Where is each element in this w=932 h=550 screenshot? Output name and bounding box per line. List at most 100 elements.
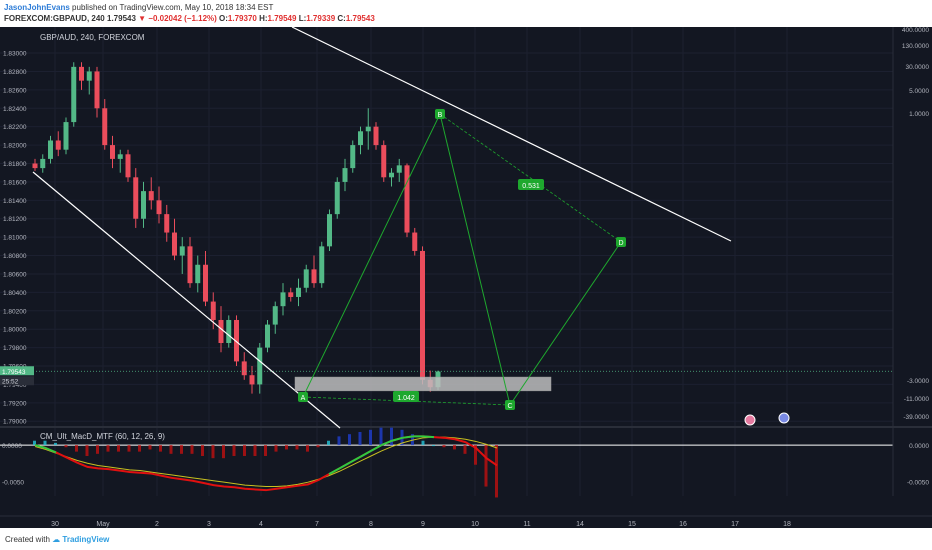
candle-body[interactable] [110,145,115,159]
candle-body[interactable] [272,306,278,325]
pattern-point-a[interactable] [298,392,308,402]
candle-body[interactable] [358,131,363,146]
candle-body[interactable] [40,158,46,169]
candles[interactable] [32,62,441,394]
macd-histogram-bar [243,445,246,456]
macd-histogram-bar [106,445,110,452]
candle-body[interactable] [125,154,131,178]
time-tick-label: 15 [628,521,636,528]
close-label: C: [337,14,346,23]
macd-histogram-bar [43,440,47,446]
candle-body[interactable] [280,292,286,307]
pattern-point-c[interactable] [505,400,515,410]
candle-body[interactable] [396,165,402,173]
candle-body[interactable] [257,347,263,385]
candle-body[interactable] [148,191,154,201]
candle-body[interactable] [179,246,185,256]
indicator-title: CM_Ult_MacD_MTF (60, 12, 26, 9) [40,432,165,441]
price-tick-label: 1.79800 [3,345,27,352]
candle-body[interactable] [296,287,301,297]
macd-pane[interactable] [0,427,893,498]
candle-body[interactable] [265,324,270,348]
time-tick-label: 7 [315,521,319,528]
price-change: ▼ −0.02042 (−1.12%) [138,14,217,23]
price-tick-label: 1.82000 [3,143,27,150]
author-name[interactable]: JasonJohnEvans [4,3,70,12]
symbol-line: FOREXCOM:GBPAUD, 240 1.79543 ▼ −0.02042 … [4,14,375,23]
axes[interactable]: 400.0000130.000030.00005.00001.0000-3.00… [0,27,932,528]
candle-body[interactable] [218,319,224,343]
candle-body[interactable] [210,301,216,320]
macd-line-green [402,435,414,439]
pane-title: GBP/AUD, 240, FOREXCOM [40,33,145,42]
macd-histogram-bar [495,445,498,498]
macd-line-green [45,447,57,454]
candle-body[interactable] [102,108,108,146]
lower-trendline[interactable] [32,171,341,429]
candle-body[interactable] [342,168,348,182]
candle-body[interactable] [420,250,425,380]
macd-histogram-bar [379,427,383,446]
candle-body[interactable] [249,375,255,385]
candle-body[interactable] [288,292,294,297]
macd-histogram-bar [463,445,467,454]
candle-body[interactable] [226,319,232,343]
price-tick-label: 1.80200 [3,308,27,315]
candle-body[interactable] [55,140,61,150]
macd-line-green [34,444,46,449]
pattern-point-label: B [438,112,443,119]
candle-body[interactable] [164,214,170,233]
candle-body[interactable] [32,163,38,169]
candle-body[interactable] [241,361,247,376]
candle-body[interactable] [350,145,356,169]
candle-body[interactable] [303,269,309,288]
candle-body[interactable] [71,66,77,123]
macd-signal-line[interactable] [34,436,498,488]
drawings[interactable]: A B C D 0.531 1.042 [0,27,893,429]
candle-body[interactable] [187,246,193,284]
tradingview-brand[interactable]: TradingView [62,535,110,544]
pattern-point-d[interactable] [616,237,626,247]
event-icon[interactable] [778,412,790,424]
candle-body[interactable] [117,154,123,159]
macd-histogram-bar [232,445,236,456]
candle-body[interactable] [86,71,92,81]
candle-body[interactable] [141,191,146,219]
upper-trendline[interactable] [291,27,732,242]
candle-body[interactable] [48,140,53,159]
candle-body[interactable] [412,232,418,251]
price-tick-label: 1.82200 [3,124,27,131]
candle-body[interactable] [172,232,177,256]
support-zone[interactable] [294,376,552,392]
candle-body[interactable] [234,319,239,362]
candle-body[interactable] [334,181,340,215]
candle-body[interactable] [311,269,317,284]
candle-body[interactable] [63,122,69,150]
price-tick-label: 1.79000 [3,419,27,426]
candle-body[interactable] [319,246,325,284]
candle-body[interactable] [195,264,201,284]
pattern-point-b[interactable] [435,109,445,119]
event-icon[interactable] [744,414,756,426]
abcd-pattern-legs[interactable] [302,112,622,407]
macd-histogram-bar [369,429,372,446]
candle-body[interactable] [203,264,208,302]
macd-histogram-bar [316,445,320,448]
candle-body[interactable] [373,126,379,146]
candle-body[interactable] [327,214,332,247]
ratio-label-box [393,391,419,402]
candle-body[interactable] [133,177,139,219]
macd-histogram-bar [64,445,68,448]
macd-histogram-bar [138,445,141,452]
candle-body[interactable] [79,66,84,81]
pattern-point-label: C [507,403,512,410]
macd-histogram-bar [285,445,288,450]
candle-body[interactable] [381,145,387,178]
candle-body[interactable] [94,71,100,109]
candle-body[interactable] [365,126,371,132]
candle-body[interactable] [389,172,394,178]
candle-body[interactable] [404,165,410,233]
candle-body[interactable] [156,200,162,215]
time-tick-label: 18 [783,521,791,528]
